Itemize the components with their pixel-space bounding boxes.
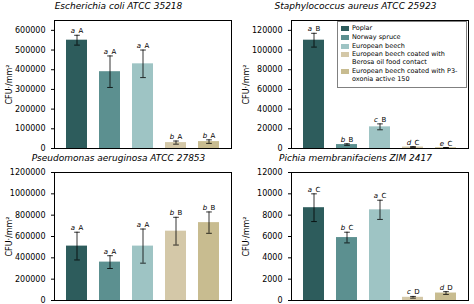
svg-text:b: b — [170, 209, 175, 217]
svg-text:a: a — [137, 42, 141, 50]
svg-text:200000: 200000 — [15, 275, 46, 284]
svg-text:a: a — [71, 224, 75, 232]
svg-text:1000000: 1000000 — [10, 189, 46, 198]
svg-text:A: A — [112, 248, 117, 256]
svg-text:d: d — [440, 284, 445, 292]
svg-text:600000: 600000 — [15, 232, 46, 241]
svg-text:B: B — [316, 25, 321, 33]
svg-text:6000: 6000 — [262, 232, 282, 241]
svg-text:120000: 120000 — [252, 26, 283, 35]
svg-text:a: a — [71, 27, 75, 35]
svg-text:a: a — [308, 25, 312, 33]
html-text:Pichia membranifaciens ZIM 241: Pichia membranifaciens ZIM 2417 — [279, 153, 432, 163]
svg-text:b: b — [170, 133, 175, 141]
svg-text:8000: 8000 — [262, 211, 282, 220]
svg-text:0: 0 — [40, 144, 45, 152]
html-text:European beech coated with Ber: European beech coated with Berosa oil fo… — [352, 50, 445, 67]
svg-text:100000: 100000 — [252, 46, 283, 55]
svg-text:2000: 2000 — [262, 275, 282, 284]
html-text:Staphylococcus aureus ATCC 259: Staphylococcus aureus ATCC 25923 — [274, 1, 437, 11]
svg-text:b: b — [203, 204, 208, 212]
html-text:European beech: European beech — [352, 41, 405, 50]
svg-text:80000: 80000 — [257, 65, 282, 74]
svg-text:B: B — [211, 204, 216, 212]
svg-text:A: A — [79, 224, 84, 232]
svg-text:400000: 400000 — [15, 253, 46, 262]
svg-text:B: B — [349, 136, 354, 144]
svg-text:0: 0 — [40, 296, 45, 304]
svg-text:A: A — [79, 27, 84, 35]
svg-text:a: a — [137, 221, 141, 229]
svg-text:20000: 20000 — [257, 124, 282, 133]
svg-text:CFU·/mm²: CFU·/mm² — [242, 216, 251, 256]
html-text:European beech coated with P3-: European beech coated with P3-oxonia act… — [352, 67, 458, 83]
svg-text:c: c — [374, 116, 378, 124]
svg-text:100000: 100000 — [15, 124, 46, 133]
svg-text:C: C — [448, 140, 453, 148]
svg-text:b: b — [341, 136, 346, 144]
svg-text:CFU·/mm²: CFU·/mm² — [5, 64, 14, 104]
svg-text:A: A — [145, 221, 150, 229]
html-text:Norway spruce: Norway spruce — [352, 32, 401, 41]
svg-text:800000: 800000 — [15, 211, 46, 220]
svg-text:0: 0 — [277, 144, 282, 152]
svg-text:C: C — [415, 139, 420, 147]
html-text:Pseudomonas aeruginosa ATCC 27: Pseudomonas aeruginosa ATCC 27853 — [31, 153, 206, 163]
svg-text:A: A — [145, 42, 150, 50]
svg-text:B: B — [178, 209, 183, 217]
svg-text:a: a — [308, 186, 312, 194]
svg-text:D: D — [414, 288, 419, 296]
svg-text:a: a — [374, 192, 378, 200]
svg-text:A: A — [211, 132, 216, 140]
html-text:Poplar: Poplar — [352, 24, 373, 32]
svg-text:400000: 400000 — [15, 65, 46, 74]
svg-text:C: C — [349, 224, 354, 232]
svg-text:500000: 500000 — [15, 46, 46, 55]
svg-text:600000: 600000 — [15, 26, 46, 35]
svg-text:b: b — [203, 132, 208, 140]
svg-text:B: B — [382, 116, 387, 124]
svg-text:300000: 300000 — [15, 85, 46, 94]
svg-text:e: e — [440, 140, 444, 148]
svg-text:1200000: 1200000 — [10, 168, 46, 177]
svg-text:CFU·/mm²: CFU·/mm² — [242, 64, 251, 104]
svg-text:a: a — [104, 48, 108, 56]
svg-text:40000: 40000 — [257, 105, 282, 114]
svg-text:a: a — [104, 248, 108, 256]
svg-text:12000: 12000 — [257, 168, 282, 177]
svg-text:A: A — [112, 48, 117, 56]
svg-text:d: d — [407, 139, 412, 147]
svg-text:C: C — [316, 186, 321, 194]
svg-text:CFU·/mm²: CFU·/mm² — [5, 216, 14, 256]
svg-text:200000: 200000 — [15, 105, 46, 114]
svg-text:0: 0 — [277, 296, 282, 304]
svg-text:b: b — [341, 224, 346, 232]
svg-text:10000: 10000 — [257, 189, 282, 198]
html-text:Escherichia coli ATCC 35218: Escherichia coli ATCC 35218 — [54, 1, 183, 11]
svg-text:C: C — [382, 192, 387, 200]
svg-text:4000: 4000 — [262, 253, 282, 262]
svg-text:c: c — [407, 288, 411, 296]
svg-text:D: D — [447, 284, 452, 292]
svg-text:A: A — [178, 133, 183, 141]
svg-text:60000: 60000 — [257, 85, 282, 94]
